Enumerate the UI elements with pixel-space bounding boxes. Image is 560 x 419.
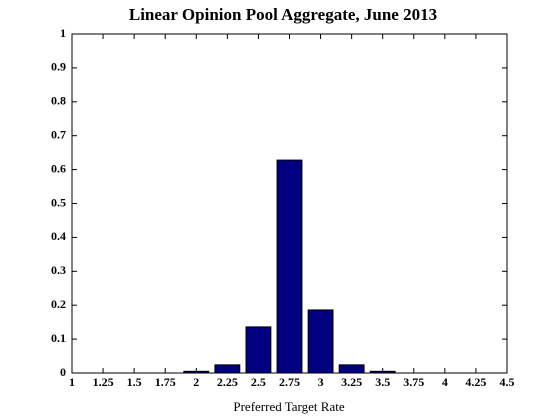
bar (307, 309, 334, 374)
bar (369, 370, 396, 374)
bar (338, 364, 365, 374)
x-tick-label: 3.25 (341, 375, 362, 389)
x-axis-label: Preferred Target Rate (233, 399, 344, 414)
bar (183, 370, 210, 374)
bar (214, 364, 241, 374)
y-tick-label: 0.3 (51, 263, 66, 277)
x-tick-label: 2.25 (217, 375, 238, 389)
y-tick-label: 0.2 (51, 297, 66, 311)
x-tick-label: 4.5 (500, 375, 515, 389)
y-tick-label: 0.9 (51, 60, 66, 74)
y-tick-label: 0.7 (51, 127, 66, 141)
x-tick-label: 3.5 (375, 375, 390, 389)
bar (276, 159, 303, 374)
y-tick-label: 1 (60, 26, 66, 40)
x-tick-label: 1.75 (155, 375, 176, 389)
x-tick-label: 1.25 (93, 375, 114, 389)
x-tick-label: 2.5 (251, 375, 266, 389)
y-tick-label: 0.6 (51, 161, 66, 175)
chart-title: Linear Opinion Pool Aggregate, June 2013 (129, 5, 437, 24)
x-tick-label: 1.5 (127, 375, 142, 389)
x-tick-label: 4 (442, 375, 448, 389)
x-tick-label: 1 (69, 375, 75, 389)
y-tick-label: 0.4 (51, 229, 66, 243)
x-tick-label: 3.75 (403, 375, 424, 389)
y-tick-label: 0.1 (51, 331, 66, 345)
y-tick-label: 0.8 (51, 94, 66, 108)
bar (245, 326, 272, 374)
x-tick-label: 4.25 (465, 375, 486, 389)
y-tick-label: 0.5 (51, 195, 66, 209)
x-tick-label: 3 (318, 375, 324, 389)
x-tick-label: 2.75 (279, 375, 300, 389)
y-tick-label: 0 (60, 365, 66, 379)
x-tick-label: 2 (193, 375, 199, 389)
